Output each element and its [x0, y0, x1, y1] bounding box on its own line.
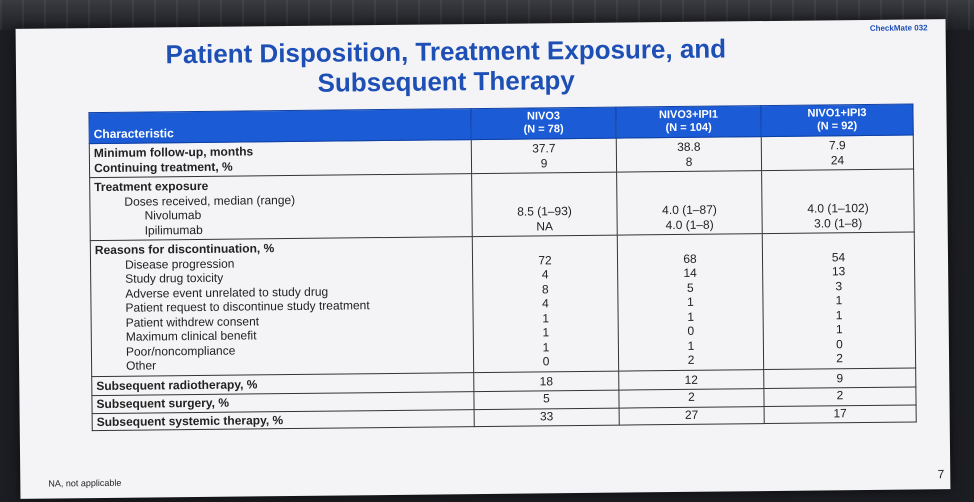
header-nivo3: NIVO3 (N = 78): [470, 107, 617, 140]
footnote: NA, not applicable: [48, 477, 122, 489]
nivolumab-value: 4.0 (1–102): [807, 200, 869, 216]
reasons-nivo3-ipi1: 68 14 5 1 1 0 1 2: [617, 233, 764, 371]
reason-value: 8: [541, 281, 549, 296]
reason-value: 0: [835, 336, 843, 351]
study-tag: CheckMate 032: [869, 23, 928, 33]
header-characteristic: Characteristic: [88, 108, 472, 144]
header-nivo1-ipi3: NIVO1+IPI3 (N = 92): [760, 103, 914, 137]
continuing-value: 24: [830, 152, 845, 167]
reason-value: 5: [686, 280, 694, 295]
exposure-labels: Treatment exposure Doses received, media…: [89, 173, 473, 241]
reason-value: 2: [836, 351, 843, 366]
radiotherapy-value: 18: [473, 370, 619, 392]
followup-nivo3: 37.7 9: [471, 138, 617, 174]
radiotherapy-value: 12: [618, 369, 764, 391]
reason-value: 0: [687, 323, 695, 338]
reason-value: 1: [542, 310, 550, 325]
reason-value: 4: [541, 267, 549, 282]
reason-value: 0: [542, 354, 550, 369]
reason-value: 1: [687, 309, 695, 324]
continuing-value: 8: [685, 154, 693, 169]
reason-label: Other: [126, 358, 157, 373]
reason-value: 1: [687, 338, 695, 353]
surgery-value: 2: [618, 388, 765, 408]
reason-value: 13: [831, 264, 846, 279]
reason-value: 1: [835, 293, 843, 308]
surgery-value: 5: [473, 390, 620, 410]
reason-value: 68: [683, 251, 697, 266]
nivolumab-value: 8.5 (1–93): [517, 204, 572, 219]
reason-value: 1: [542, 325, 550, 340]
radiotherapy-value: 9: [763, 367, 916, 389]
reason-value: 14: [683, 265, 697, 280]
exposure-nivo3: 8.5 (1–93) NA: [471, 172, 618, 237]
reasons-nivo1-ipi3: 54 13 3 1 1 1 0 2: [762, 231, 916, 370]
header-nivo3-label: NIVO3: [526, 110, 561, 123]
header-nivo1-ipi3-label: NIVO1+IPI3: [807, 106, 867, 120]
nivolumab-value: 4.0 (1–87): [662, 202, 717, 218]
reasons-nivo3: 72 4 8 4 1 1 1 0: [472, 235, 619, 373]
exposure-row: Treatment exposure Doses received, media…: [89, 168, 915, 241]
ipilimumab-value: 4.0 (1–8): [665, 217, 714, 232]
page-number: 7: [937, 467, 945, 482]
reasons-row: Reasons for discontinuation, % Disease p…: [90, 231, 916, 377]
header-nivo3-ipi1-n: (N = 104): [665, 121, 712, 135]
header-nivo3-ipi1: NIVO3+IPI1 (N = 104): [615, 105, 762, 139]
disposition-table: Characteristic NIVO3 (N = 78) NIVO3+IPI1(…: [88, 103, 917, 431]
systemic-therapy-value: 27: [619, 406, 765, 426]
systemic-therapy-label: Subsequent systemic therapy, %: [92, 409, 475, 431]
header-nivo3-n: (N = 78): [523, 123, 564, 136]
reason-value: 3: [835, 278, 843, 293]
followup-nivo3-ipi1: 38.8 8: [616, 136, 762, 173]
ipilimumab-value: 3.0 (1–8): [814, 215, 863, 231]
header-nivo3-ipi1-label: NIVO3+IPI1: [658, 108, 719, 122]
reason-value: 2: [687, 352, 695, 367]
reason-value: 54: [831, 249, 846, 264]
reasons-labels: Reasons for discontinuation, % Disease p…: [90, 236, 474, 377]
reason-value: 1: [687, 294, 694, 309]
reason-value: 1: [835, 307, 843, 322]
ipilimumab-value: NA: [536, 218, 554, 233]
followup-labels: Minimum follow-up, months Continuing tre…: [89, 139, 472, 178]
reason-value: 72: [538, 252, 552, 267]
presentation-slide: CheckMate 032 Patient Disposition, Treat…: [15, 19, 951, 499]
exposure-nivo1-ipi3: 4.0 (1–102) 3.0 (1–8): [761, 168, 915, 234]
min-followup-value: 7.9: [828, 138, 846, 153]
systemic-therapy-value: 33: [474, 407, 620, 427]
venue-ceiling: [0, 0, 974, 30]
header-nivo1-ipi3-n: (N = 92): [817, 120, 858, 133]
systemic-therapy-value: 17: [764, 404, 917, 424]
followup-nivo1-ipi3: 7.9 24: [761, 134, 914, 171]
continuing-value: 9: [540, 155, 548, 170]
reason-value: 1: [542, 339, 550, 354]
reason-value: 4: [542, 296, 549, 311]
reason-value: 1: [835, 322, 843, 337]
min-followup-value: 38.8: [677, 139, 701, 154]
surgery-value: 2: [763, 386, 917, 407]
exposure-nivo3-ipi1: 4.0 (1–87) 4.0 (1–8): [616, 170, 763, 236]
slide-title: Patient Disposition, Treatment Exposure,…: [165, 33, 727, 98]
min-followup-value: 37.7: [532, 141, 556, 156]
